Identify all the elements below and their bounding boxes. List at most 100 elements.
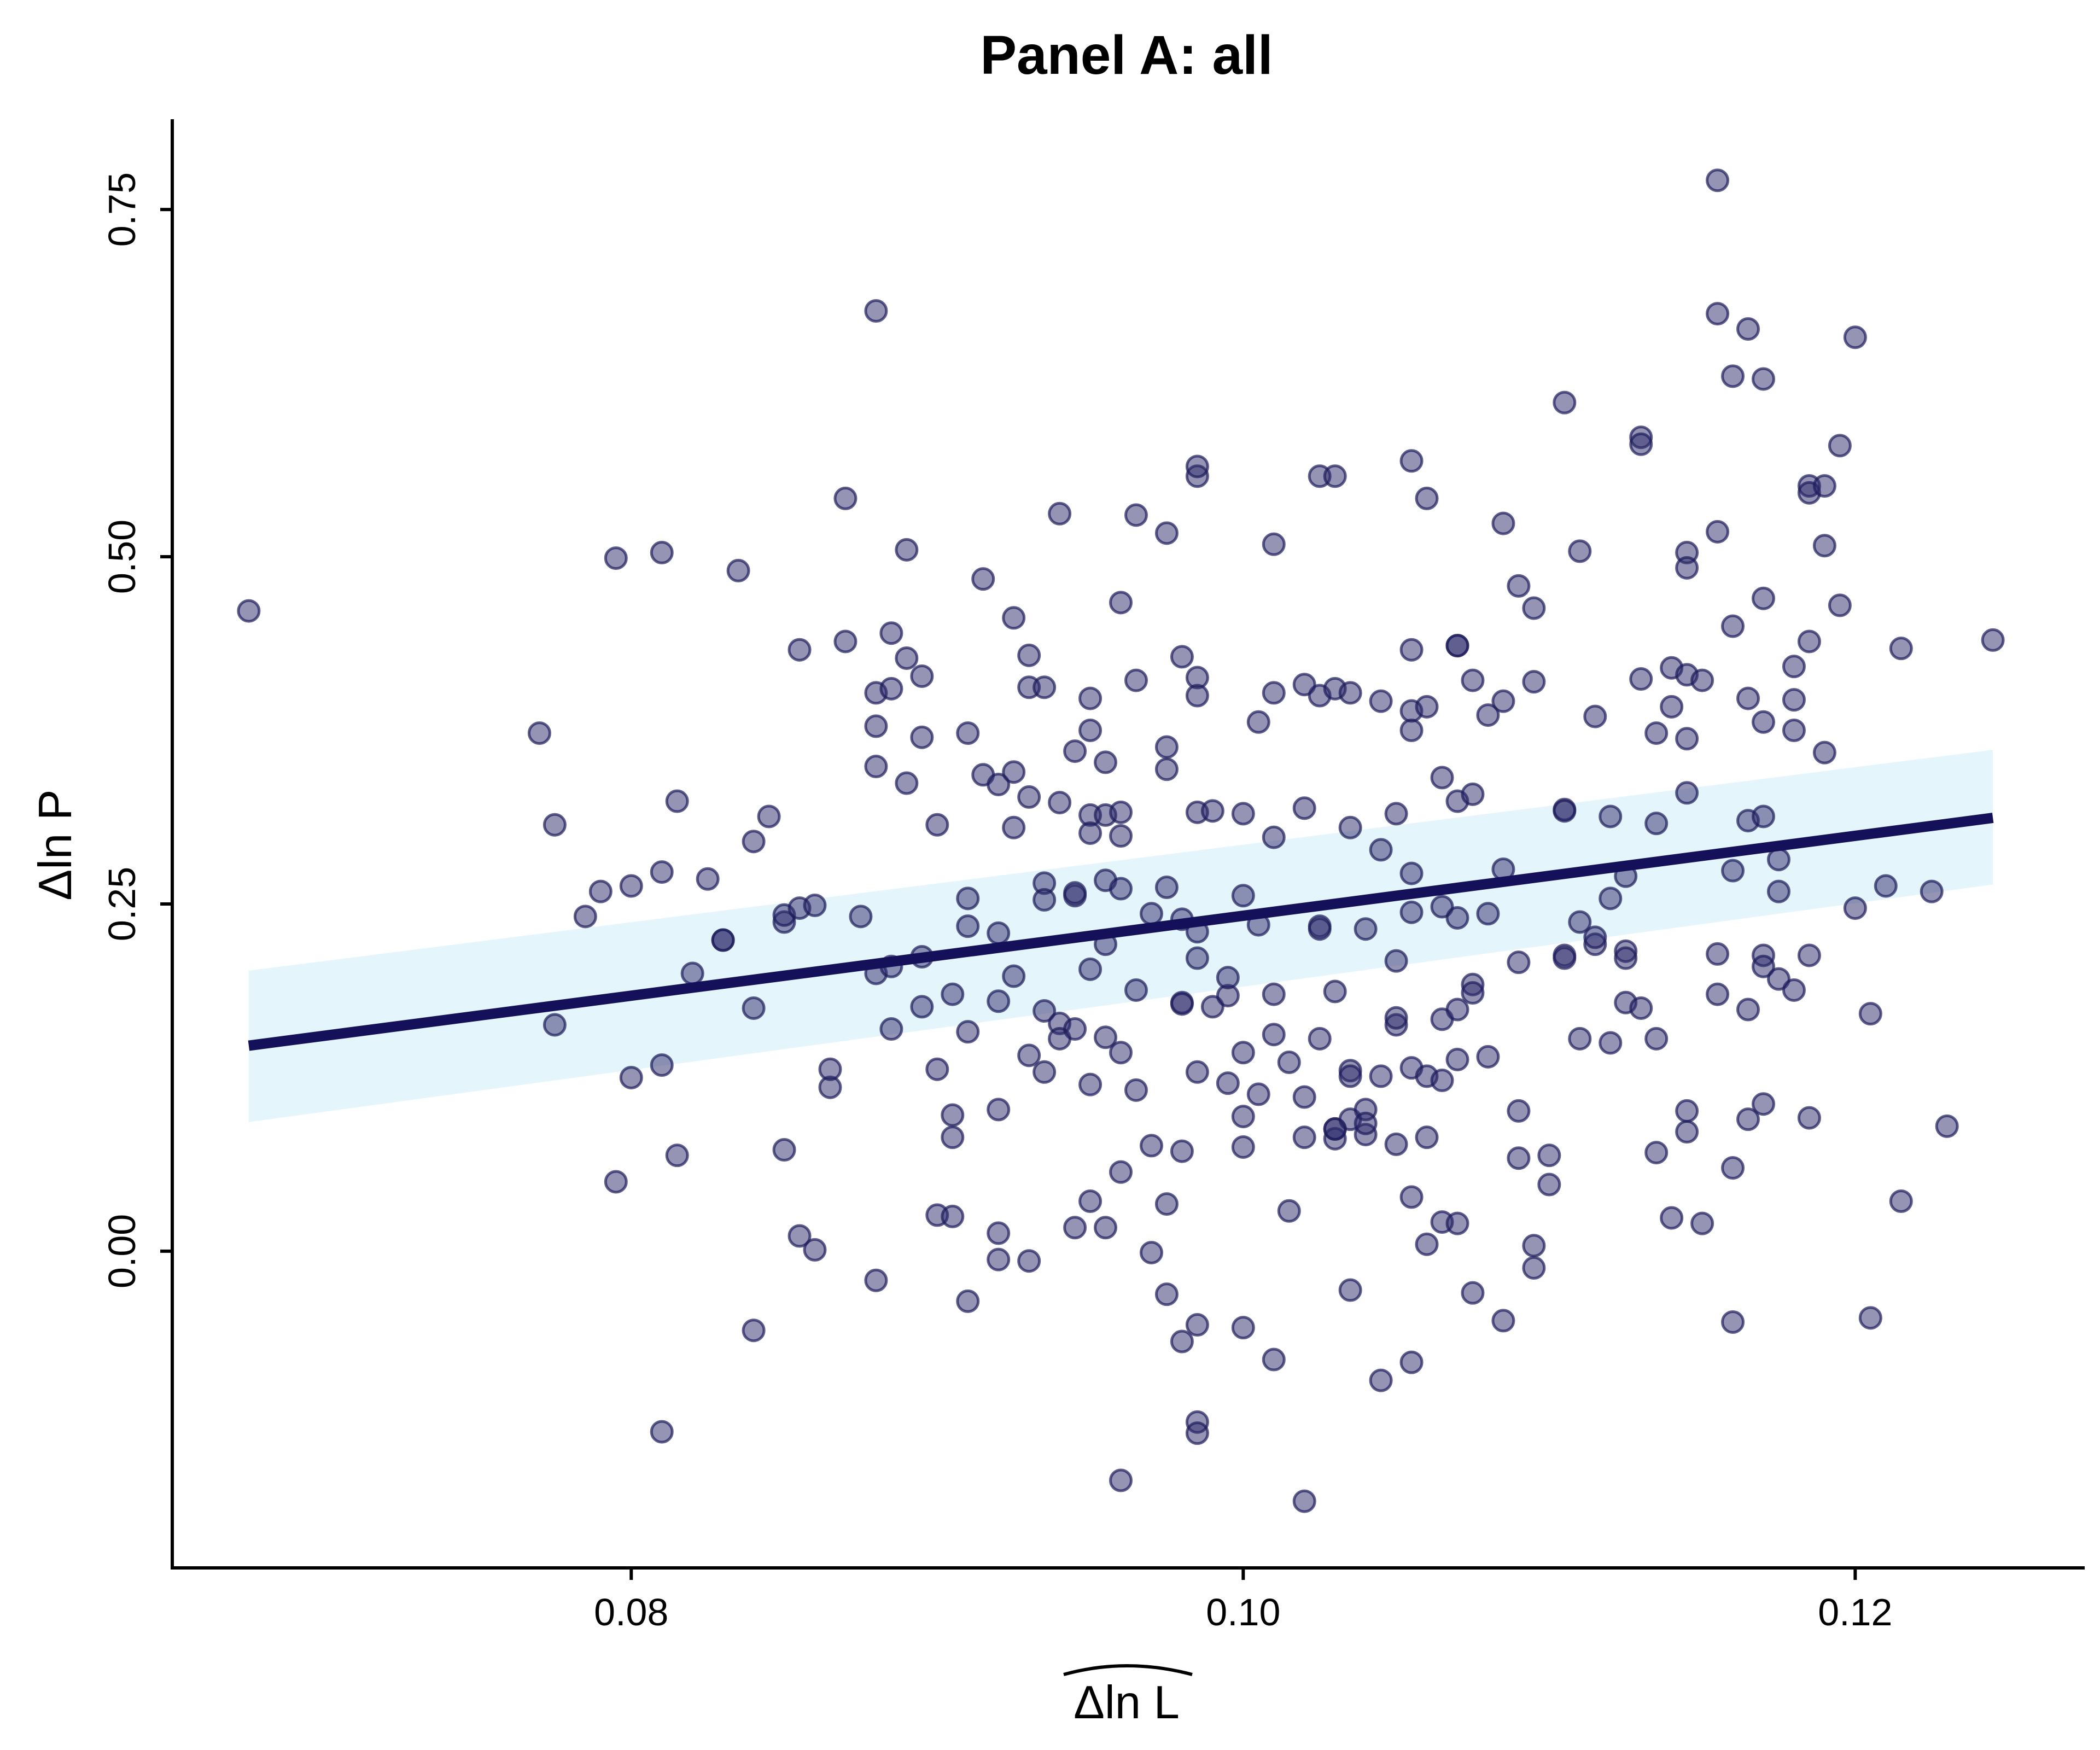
data-point <box>1399 638 1424 662</box>
data-point <box>1154 876 1179 900</box>
data-point <box>1078 1189 1102 1213</box>
data-point <box>1032 675 1057 699</box>
data-point <box>788 1224 812 1248</box>
data-point <box>803 1238 827 1262</box>
data-point <box>1017 1043 1041 1068</box>
data-point <box>879 1017 903 1041</box>
data-point <box>1399 1185 1424 1209</box>
data-point <box>1721 859 1745 883</box>
data-point <box>1935 1114 1959 1138</box>
data-point <box>1277 1199 1301 1223</box>
data-point <box>1782 978 1806 1002</box>
data-point <box>1292 796 1316 820</box>
data-point <box>1736 1107 1760 1131</box>
data-point <box>1522 1234 1546 1258</box>
data-point <box>1415 1125 1439 1150</box>
data-point <box>1231 802 1255 826</box>
x-tick-label: 0.12 <box>1818 1591 1892 1634</box>
data-point <box>1384 1132 1408 1156</box>
data-point <box>1782 719 1806 743</box>
data-point <box>1568 1026 1592 1051</box>
data-point <box>1231 1105 1255 1129</box>
data-point <box>650 540 674 564</box>
data-point <box>1660 1206 1684 1230</box>
data-point <box>1461 668 1485 692</box>
data-point <box>1185 1060 1209 1084</box>
data-point <box>1338 1278 1362 1302</box>
data-point <box>1017 643 1041 667</box>
data-point <box>956 721 980 745</box>
data-point <box>1262 825 1286 849</box>
data-point <box>665 789 689 813</box>
data-point <box>711 928 735 952</box>
data-point <box>925 813 949 837</box>
data-point <box>1675 1120 1699 1144</box>
data-point <box>1797 943 1821 967</box>
data-point <box>1338 815 1362 839</box>
data-point <box>650 1420 674 1444</box>
data-point <box>1629 996 1653 1020</box>
y-axis-ticks: 0.00 0.25 0.50 0.75 <box>101 172 172 1288</box>
plot-area <box>237 168 2005 1513</box>
data-point <box>1323 464 1347 488</box>
y-tick-label: 0.00 <box>101 1214 143 1288</box>
data-point <box>910 995 934 1019</box>
data-point <box>665 1144 689 1168</box>
data-point <box>1889 1189 1913 1213</box>
data-point <box>1721 364 1745 388</box>
x-tick-label: 0.10 <box>1206 1591 1280 1634</box>
data-point <box>604 1170 628 1194</box>
data-point <box>1109 1160 1133 1184</box>
regression-line <box>248 813 1994 1051</box>
data-point <box>1399 719 1424 743</box>
data-point <box>788 638 812 662</box>
data-point <box>1078 686 1102 710</box>
data-point <box>987 921 1011 945</box>
data-point <box>1752 804 1776 829</box>
data-point <box>542 813 567 837</box>
data-point <box>1736 317 1760 341</box>
data-point <box>1476 902 1500 926</box>
data-point <box>864 755 888 779</box>
data-point <box>1690 668 1714 692</box>
y-tick-label: 0.75 <box>101 172 143 247</box>
data-point <box>1017 785 1041 809</box>
data-point <box>1706 942 1730 966</box>
data-point <box>619 1065 643 1089</box>
data-point <box>1078 821 1102 845</box>
data-point <box>1644 1026 1669 1051</box>
data-point <box>1599 1031 1623 1055</box>
data-point <box>1812 474 1836 498</box>
data-point <box>1200 799 1224 823</box>
data-point <box>1262 532 1286 556</box>
data-point <box>1017 1249 1041 1273</box>
data-point <box>1170 645 1194 669</box>
data-point <box>1292 1085 1316 1109</box>
data-point <box>987 773 1011 797</box>
data-point <box>1522 596 1546 620</box>
data-point <box>1706 982 1730 1006</box>
data-point <box>1629 432 1653 456</box>
data-point <box>1399 900 1424 924</box>
x-axis-ticks: 0.08 0.10 0.12 <box>594 1568 1892 1634</box>
data-point <box>1599 886 1623 911</box>
data-point <box>1139 1240 1163 1264</box>
data-point <box>1308 1026 1332 1051</box>
data-point <box>1660 695 1684 719</box>
data-point <box>879 621 903 645</box>
data-point <box>1185 454 1209 479</box>
data-point <box>1828 593 1852 617</box>
x-axis-label: Δln L <box>1074 1677 1180 1729</box>
data-point <box>895 538 919 562</box>
data-point <box>1109 800 1133 824</box>
data-point <box>1461 1281 1485 1305</box>
data-point <box>1354 917 1378 941</box>
data-point <box>1568 910 1592 934</box>
data-point <box>1231 884 1255 908</box>
data-point <box>956 914 980 938</box>
data-point <box>237 599 261 623</box>
data-point <box>1752 710 1776 734</box>
data-point <box>864 299 888 323</box>
data-point <box>1124 1078 1148 1102</box>
